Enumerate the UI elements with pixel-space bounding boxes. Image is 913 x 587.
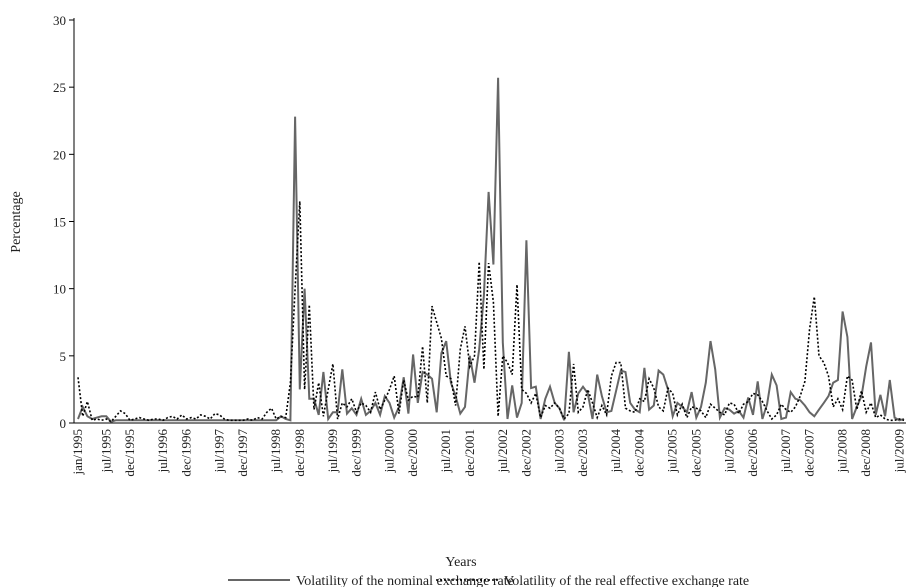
x-tick-label: dec/1999 <box>348 429 363 477</box>
x-tick-label: jul/2004 <box>608 429 623 474</box>
x-tick-label: dec/2007 <box>802 429 817 477</box>
x-tick-label: dec/1998 <box>292 429 307 477</box>
y-tick-label: 30 <box>53 13 66 28</box>
y-tick-label: 10 <box>53 282 66 297</box>
x-tick-label: dec/2003 <box>575 429 590 477</box>
x-tick-label: dec/2002 <box>518 429 533 477</box>
y-axis-label: Percentage <box>9 191 24 252</box>
x-tick-label: dec/2008 <box>858 429 873 477</box>
series-line <box>77 201 905 423</box>
legend-label: Volatility of the real effective exchang… <box>504 574 749 587</box>
x-tick-label: dec/2005 <box>688 429 703 477</box>
x-tick-label: jul/1997 <box>212 429 227 474</box>
y-tick-label: 0 <box>60 416 67 431</box>
x-tick-label: dec/1997 <box>235 429 250 477</box>
x-axis-label: Years <box>445 555 476 570</box>
x-tick-label: jul/2007 <box>778 429 793 474</box>
x-tick-label: jul/1995 <box>98 429 113 473</box>
legend-label: Volatility of the nominal exchange rate <box>296 574 514 587</box>
x-tick-label: jul/2000 <box>382 429 397 473</box>
x-tick-label: dec/2001 <box>462 429 477 477</box>
y-tick-label: 5 <box>60 349 67 364</box>
y-tick-label: 20 <box>53 147 66 162</box>
x-tick-label: jul/2009 <box>891 429 906 473</box>
x-tick-label: jul/2005 <box>665 429 680 473</box>
series-line <box>77 77 905 423</box>
x-tick-label: jan/1995 <box>70 429 85 476</box>
x-tick-label: dec/2004 <box>632 429 647 477</box>
x-tick-label: jul/1996 <box>155 429 170 474</box>
x-tick-label: jul/1999 <box>325 429 340 473</box>
x-tick-label: dec/1995 <box>122 429 137 477</box>
x-tick-label: dec/1996 <box>179 429 194 477</box>
x-tick-label: jul/1998 <box>268 429 283 473</box>
x-tick-label: jul/2008 <box>835 429 850 473</box>
x-tick-label: jul/2001 <box>438 429 453 473</box>
x-tick-label: dec/2000 <box>405 429 420 477</box>
x-tick-label: jul/2006 <box>721 429 736 474</box>
y-tick-label: 25 <box>53 80 66 95</box>
x-tick-label: jul/2002 <box>495 429 510 473</box>
x-tick-label: jul/2003 <box>551 429 566 473</box>
y-tick-label: 15 <box>53 215 66 230</box>
x-tick-label: dec/2006 <box>745 429 760 477</box>
